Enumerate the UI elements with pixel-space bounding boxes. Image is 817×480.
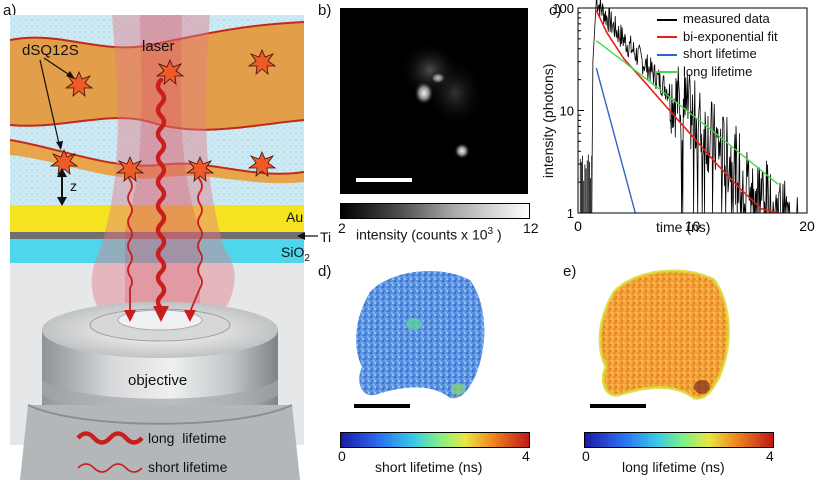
x-tick-label: 20 [799,218,815,234]
short-colorbar-min: 0 [338,448,346,464]
long-lifetime-map [590,269,730,408]
intensity-colorbar-max: 12 [523,220,539,236]
scale-bar-e [590,404,646,408]
ti-label: Ti [320,229,332,245]
panel-label-c: c) [549,2,562,19]
sio2-label: SiO2 [281,244,310,264]
panel-label-e: e) [563,263,577,280]
scale-bar-d [354,404,410,408]
dye-label: dSQ12S [22,42,79,59]
objective-label: objective [128,372,188,389]
short-lifetime-map [354,270,485,408]
series-measured-prepulse [579,154,593,213]
legend-item-short: short lifetime [657,45,778,63]
legend-short-label: short lifetime [148,459,228,475]
long-lifetime-colorbar [584,432,774,448]
legend-long-label: long lifetime [148,430,227,446]
panel-label-d: d) [318,263,332,280]
decay-chart: 1 10 100 0 10 20 [552,0,815,234]
y-tick-label: 100 [552,1,574,16]
long-colorbar-title: long lifetime (ns) [622,459,725,475]
legend-long-lifetime-wave [76,431,144,445]
au-label: Au [286,209,304,225]
x-tick-label: 0 [574,218,582,234]
intensity-colorbar-title: intensity (counts x 103 ) [356,226,502,243]
legend-item-long: long lifetime [657,63,778,81]
short-lifetime-colorbar [340,432,530,448]
x-tick-label: 10 [685,218,701,234]
scale-bar-b [356,178,412,182]
legend-short-lifetime-wave [77,463,143,473]
chart-ylabel: intensity (photons) [540,63,556,178]
series-short-lifetime [595,67,636,214]
intensity-image [340,8,528,194]
long-colorbar-min: 0 [582,448,590,464]
short-colorbar-max: 4 [522,448,530,464]
series-long-lifetime [595,40,779,185]
y-tick-label: 10 [560,104,574,119]
long-colorbar-max: 4 [766,448,774,464]
panel-label-a: a) [3,2,17,19]
laser-label: laser [142,38,175,55]
short-colorbar-title: short lifetime (ns) [375,459,483,475]
legend-item-measured: measured data [657,10,778,28]
chart-xlabel: time (ns) [656,219,711,235]
intensity-colorbar-min: 2 [338,220,346,236]
z-label: z [70,178,77,194]
schematic-figure [9,15,318,480]
chart-legend: measured data bi-exponential fit short l… [657,10,778,80]
intensity-colorbar [340,203,530,219]
chart-frame [577,7,808,214]
legend-item-fit: bi-exponential fit [657,28,778,46]
y-tick-label: 1 [567,206,574,221]
panel-label-b: b) [318,2,332,19]
series-bi-exponential-fit [595,9,779,214]
